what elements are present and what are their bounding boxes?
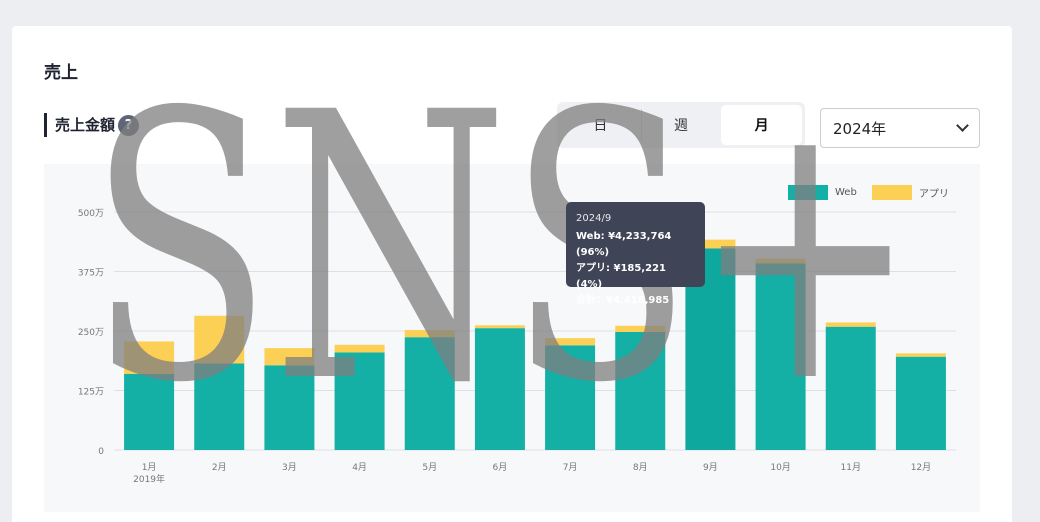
bar-app[interactable] bbox=[404, 330, 455, 338]
tooltip-title: 2024/9 bbox=[576, 213, 612, 224]
bar-app[interactable] bbox=[124, 341, 175, 374]
bar-web[interactable] bbox=[194, 363, 245, 450]
bar-app[interactable] bbox=[334, 344, 385, 353]
tab-week[interactable]: 週 bbox=[640, 105, 722, 145]
bar-app[interactable] bbox=[615, 325, 666, 332]
bar-app[interactable] bbox=[474, 325, 525, 329]
bar-web[interactable] bbox=[124, 373, 175, 450]
x-tick-label: 5月 bbox=[422, 462, 437, 473]
legend-web-label: Web bbox=[835, 187, 857, 198]
x-tick-label: 8月 bbox=[633, 462, 648, 473]
bar-app[interactable] bbox=[264, 348, 315, 366]
x-tick-label: 11月 bbox=[841, 462, 861, 473]
sub-title-label: 売上金額 bbox=[55, 116, 116, 134]
bar-web[interactable] bbox=[474, 328, 525, 450]
x-tick-sublabel: 2019年 bbox=[133, 473, 165, 485]
tooltip-web: Web: ¥4,233,764 (96%) bbox=[576, 231, 672, 258]
bar-app[interactable] bbox=[755, 258, 806, 264]
year-select-value: 2024年 bbox=[833, 119, 887, 138]
x-tick-label: 3月 bbox=[282, 462, 297, 473]
tooltip-total: 合計：¥4,418,985 bbox=[576, 295, 670, 306]
x-tick-label: 4月 bbox=[352, 462, 367, 473]
bar-web[interactable] bbox=[825, 326, 876, 450]
y-tick-label: 500万 bbox=[78, 209, 104, 219]
bar-app[interactable] bbox=[685, 239, 736, 249]
bar-app[interactable] bbox=[545, 338, 596, 346]
legend-app-swatch bbox=[872, 185, 912, 200]
y-tick-label: 250万 bbox=[78, 328, 104, 338]
year-select[interactable]: 2024年 bbox=[820, 108, 980, 148]
help-icon[interactable]: ? bbox=[118, 114, 140, 136]
x-tick-label: 7月 bbox=[563, 462, 578, 473]
bar-web[interactable] bbox=[404, 337, 455, 450]
sub-title: 売上金額 ? bbox=[44, 113, 140, 137]
bar-app[interactable] bbox=[194, 315, 245, 364]
x-tick-label: 6月 bbox=[493, 462, 508, 473]
legend-web-swatch bbox=[788, 185, 828, 200]
period-segmented-control: 日 週 月 bbox=[557, 102, 805, 148]
chart-tooltip: 2024/9 Web: ¥4,233,764 (96%) アプリ: ¥185,2… bbox=[566, 202, 705, 306]
tab-day[interactable]: 日 bbox=[593, 118, 608, 134]
bar-app[interactable] bbox=[895, 353, 946, 357]
legend-app[interactable]: アプリ bbox=[872, 185, 949, 200]
x-tick-label: 10月 bbox=[770, 462, 790, 473]
x-tick-label: 9月 bbox=[703, 462, 718, 473]
bar-web[interactable] bbox=[545, 345, 596, 450]
bar-app[interactable] bbox=[825, 322, 876, 327]
bar-web[interactable] bbox=[895, 356, 946, 450]
legend-web[interactable]: Web bbox=[788, 185, 857, 200]
bar-web[interactable] bbox=[755, 263, 806, 450]
y-tick-label: 375万 bbox=[78, 269, 104, 279]
bar-web[interactable] bbox=[264, 365, 315, 450]
tooltip-app: アプリ: ¥185,221 (4%) bbox=[576, 263, 666, 290]
y-tick-label: 0 bbox=[98, 447, 104, 457]
y-tick-label: 125万 bbox=[78, 388, 104, 398]
tab-month[interactable]: 月 bbox=[721, 105, 803, 145]
x-tick-label: 2月 bbox=[212, 462, 227, 473]
bar-web[interactable] bbox=[615, 331, 666, 450]
x-tick-label: 1月 bbox=[142, 462, 157, 473]
bar-web[interactable] bbox=[334, 352, 385, 450]
x-tick-label: 12月 bbox=[911, 462, 931, 473]
legend-app-label: アプリ bbox=[919, 189, 949, 200]
section-title: 売上 bbox=[44, 63, 78, 83]
